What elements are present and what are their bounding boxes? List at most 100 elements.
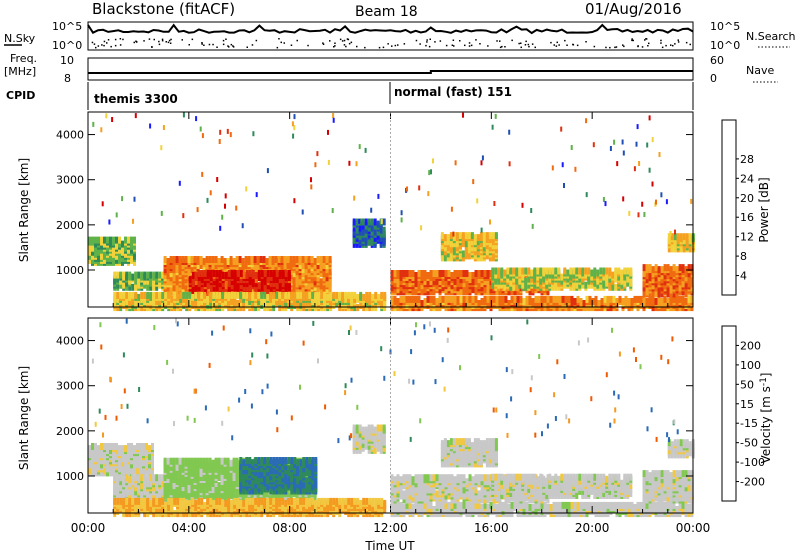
nsearch-point [201,42,203,44]
nsearch-point [103,45,105,47]
nsearch-point [169,40,171,42]
nsearch-point [678,39,680,41]
power-cell [374,292,377,299]
power-cell [631,298,634,305]
power-cell [604,296,607,303]
power-cell [167,258,170,265]
power-cell [514,296,517,303]
power-cell [124,237,127,244]
power-cell [179,256,182,263]
power-cell [475,296,478,303]
power-cell [465,232,468,239]
velocity-cell [91,443,94,450]
power-cell [400,296,403,303]
nsearch-point [660,42,662,44]
nsky-tick-top: 10^5 [52,20,82,33]
nsearch-point [383,47,385,49]
nsearch-point [429,46,431,48]
nsearch-count-dots [92,38,691,48]
power-cell [328,160,330,165]
power-cell [610,296,613,303]
velocity-cell [221,458,224,465]
power-cell [550,296,553,303]
power-cell [173,256,176,263]
velocity-cell [128,476,131,483]
power-cell [371,294,374,301]
power-cell [266,294,269,301]
power-cell [508,130,510,135]
power-cell [448,296,451,303]
power-cell [430,169,432,174]
power-cell [293,292,296,299]
nsearch-point [228,46,230,48]
power-cell [228,278,231,285]
nsearch-point [637,45,639,47]
velocity-cell [140,482,143,489]
power-cell [655,200,657,205]
power-cell [685,298,688,305]
power-cell [317,256,320,263]
power-cell [296,256,299,263]
power-cell [293,256,296,263]
power-cell [305,256,308,263]
date-label: 01/Aug/2016 [585,0,682,18]
power-cell [224,258,227,265]
nsearch-tick-bottom: 10^0 [710,39,740,52]
velocity-cell [188,458,191,465]
power-cell [661,298,664,305]
power-cell [273,270,276,277]
power-cell [547,296,550,303]
power-cell [201,172,203,177]
nsearch-point [647,45,649,47]
velocity-cell [194,458,197,465]
power-cell [222,272,225,279]
power-cell [218,258,221,265]
power-cell [623,268,626,275]
power-cell [311,256,314,263]
power-cell [580,298,583,305]
velocity-cell [200,468,203,475]
power-cell [267,276,270,283]
power-cell [527,268,530,275]
power-cell [130,237,133,244]
power-cell [478,282,481,289]
power-cell [335,292,338,299]
power-cell [472,272,475,279]
power-cell [581,268,584,275]
power-cell [475,270,478,277]
nsearch-point [168,42,170,44]
power-cell [356,304,359,311]
power-cell [462,250,465,257]
power-cell [599,268,602,275]
power-cell [637,124,639,129]
nsearch-point [426,41,428,43]
velocity-cell [122,474,125,481]
power-cell [432,158,434,163]
nsearch-point [216,47,218,49]
power-cell [508,300,511,307]
power-cell [263,256,266,263]
power-cell [239,292,242,299]
power-cell [275,292,278,299]
power-cell [468,232,471,239]
power-cell [442,270,445,277]
power-cell [267,270,270,277]
power-cell [344,292,347,299]
power-cell [406,187,408,192]
power-cell [287,256,290,263]
velocity-cell [236,458,239,465]
power-cell [568,296,571,303]
power-cell [200,256,203,263]
power-cell [557,268,560,275]
power-cell [224,292,227,299]
velocity-cell [230,460,233,467]
power-cell [191,294,194,301]
velocity-cell [103,443,106,450]
power-cell [489,220,491,225]
power-cell [249,270,252,277]
nsearch-point [351,42,353,44]
power-cell [242,258,245,265]
power-cell [329,292,332,299]
power-cell [197,256,200,263]
power-cell [272,292,275,299]
